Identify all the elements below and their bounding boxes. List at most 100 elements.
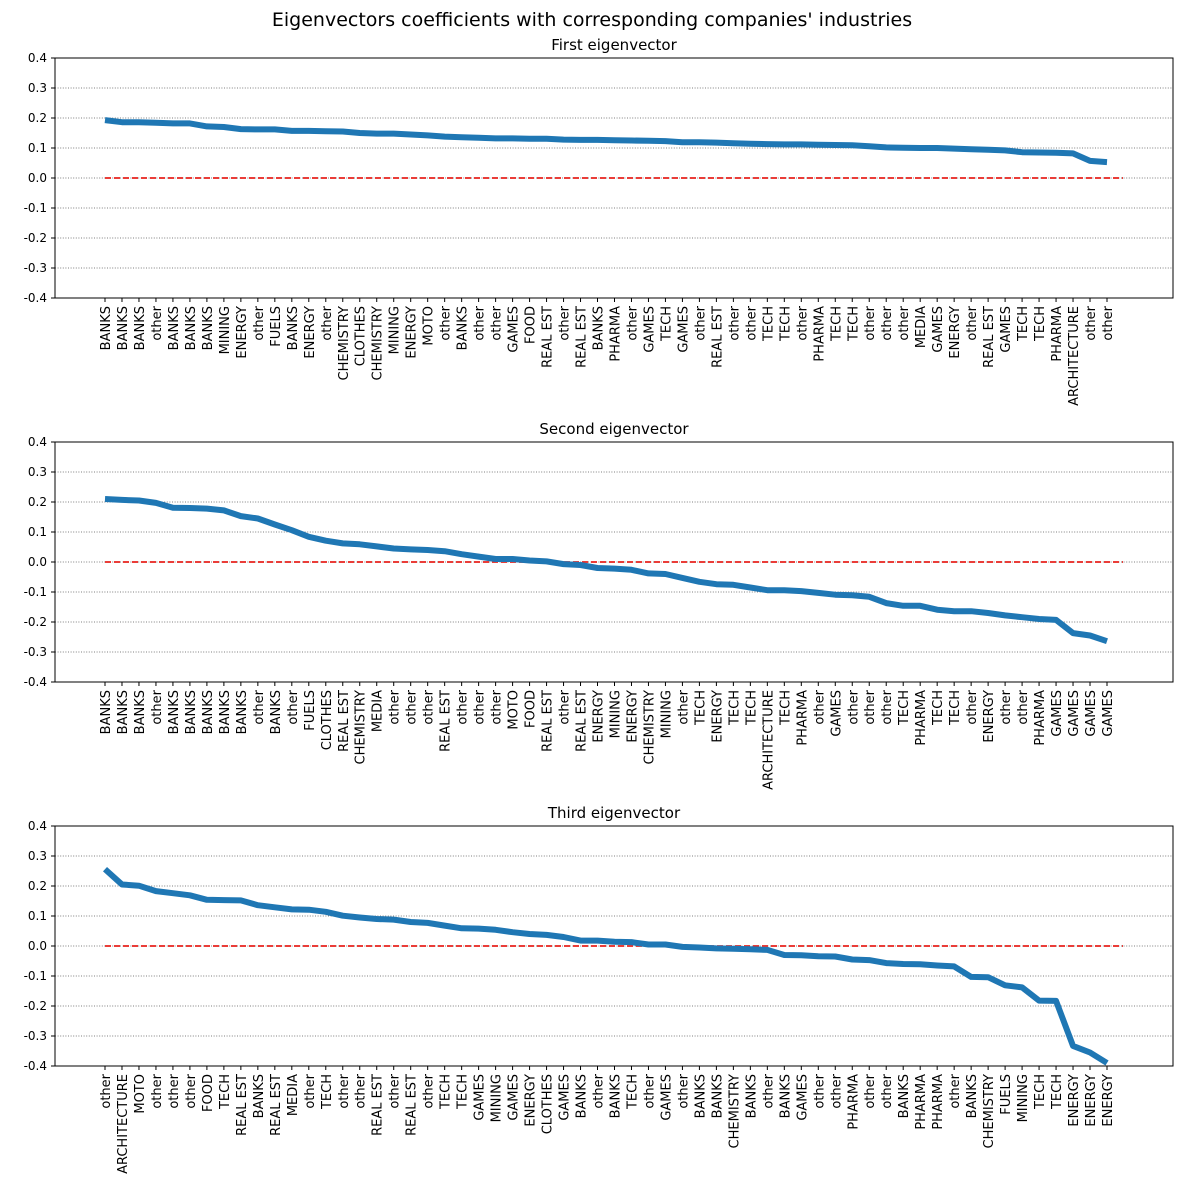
x-tick-label: BANKS <box>286 306 301 350</box>
x-tick-label: other <box>456 689 471 724</box>
y-tick-label: 0.3 <box>28 849 47 863</box>
x-tick-label: GAMES <box>642 306 657 353</box>
x-tick-label: MINING <box>659 690 674 738</box>
x-tick-label: other <box>880 305 895 340</box>
x-tick-label: PHARMA <box>931 1074 946 1130</box>
y-tick-label: 0.1 <box>28 909 47 923</box>
x-tick-label: BANKS <box>99 690 114 734</box>
x-tick-label: CHEMISTRY <box>642 690 657 765</box>
x-tick-label: REAL EST <box>541 690 556 752</box>
x-tick-label: other <box>303 1073 318 1108</box>
x-tick-label: BANKS <box>608 1074 623 1118</box>
x-tick-label: GAMES <box>507 306 522 353</box>
x-tick-label: PHARMA <box>914 1074 929 1130</box>
y-tick-label: 0.0 <box>28 555 47 569</box>
y-tick-label: 0.2 <box>28 495 47 509</box>
x-tick-label: PHARMA <box>846 1074 861 1130</box>
x-tick-label: other <box>405 689 420 724</box>
x-tick-label: REAL EST <box>337 690 352 752</box>
x-tick-label: other <box>150 305 165 340</box>
x-tick-label: BANKS <box>116 690 131 734</box>
x-tick-label: TECH <box>439 1074 454 1110</box>
x-tick-label: other <box>744 305 759 340</box>
x-tick-label: TECH <box>727 690 742 726</box>
x-tick-label: MINING <box>388 306 403 354</box>
x-tick-label: other <box>846 689 861 724</box>
x-tick-label: BANKS <box>133 690 148 734</box>
x-tick-label: BANKS <box>693 1074 708 1118</box>
x-tick-label: BANKS <box>575 1074 590 1118</box>
x-tick-label: other <box>490 689 505 724</box>
x-tick-label: TECH <box>931 690 946 726</box>
y-tick-label: 0.1 <box>28 525 47 539</box>
x-tick-label: other <box>286 689 301 724</box>
x-tick-label: TECH <box>1033 1074 1048 1110</box>
x-tick-label: ENERGY <box>405 306 420 359</box>
x-tick-label: CHEMISTRY <box>371 306 386 381</box>
eigenvector-series-line <box>104 496 1108 645</box>
y-tick-label: 0.0 <box>28 939 47 953</box>
x-tick-label: other <box>558 689 573 724</box>
x-tick-label: BANKS <box>269 690 284 734</box>
x-tick-label: other <box>812 689 827 724</box>
x-tick-label: TECH <box>761 306 776 342</box>
x-tick-label: CHEMISTRY <box>354 690 369 765</box>
x-tick-label: BANKS <box>99 306 114 350</box>
x-tick-label: MINING <box>1016 1074 1031 1122</box>
x-tick-label: BANKS <box>592 306 607 350</box>
x-tick-label: GAMES <box>676 306 691 353</box>
x-tick-label: CHEMISTRY <box>727 1074 742 1149</box>
x-tick-label: REAL EST <box>541 306 556 368</box>
x-tick-label: MOTO <box>422 306 437 346</box>
x-tick-label: other <box>880 1073 895 1108</box>
x-tick-label: TECH <box>456 1074 471 1110</box>
y-tick-label: 0.3 <box>28 465 47 479</box>
x-tick-label: other <box>473 689 488 724</box>
x-tick-label: BANKS <box>201 690 216 734</box>
x-tick-label: other <box>676 689 691 724</box>
x-tick-label: BANKS <box>965 1074 980 1118</box>
x-tick-label: other <box>1084 305 1099 340</box>
x-tick-label: PHARMA <box>812 306 827 362</box>
x-tick-label: FUELS <box>303 690 318 731</box>
x-tick-label: REAL EST <box>575 690 590 752</box>
x-tick-label: BANKS <box>778 1074 793 1118</box>
x-tick-label: other <box>490 305 505 340</box>
eigenvector-series-line <box>104 117 1108 166</box>
x-tick-label: BANKS <box>744 1074 759 1118</box>
x-tick-label: BANKS <box>218 690 233 734</box>
x-tick-label: REAL EST <box>405 1074 420 1136</box>
x-tick-label: MOTO <box>133 1074 148 1114</box>
x-tick-label: ARCHITECTURE <box>1067 306 1082 406</box>
y-tick-label: 0.3 <box>28 81 47 95</box>
y-tick-label: 0.4 <box>28 51 47 65</box>
x-tick-label: other <box>388 1073 403 1108</box>
x-tick-label: ENERGY <box>1101 1074 1116 1127</box>
x-tick-label: REAL EST <box>710 306 725 368</box>
y-tick-label: 0.2 <box>28 111 47 125</box>
x-tick-label: PHARMA <box>1033 690 1048 746</box>
x-tick-label: GAMES <box>931 306 946 353</box>
x-tick-label: other <box>388 689 403 724</box>
x-tick-label: other <box>829 1073 844 1108</box>
y-tick-label: -0.2 <box>24 999 47 1013</box>
x-tick-label: MINING <box>490 1074 505 1122</box>
x-tick-label: ARCHITECTURE <box>761 690 776 790</box>
third-eigenvector-title: Third eigenvector <box>547 804 681 822</box>
x-tick-label: REAL EST <box>269 1074 284 1136</box>
x-tick-label: other <box>625 305 640 340</box>
y-tick-label: -0.4 <box>24 291 47 305</box>
x-tick-label: GAMES <box>473 1074 488 1121</box>
x-tick-label: REAL EST <box>982 306 997 368</box>
x-tick-label: GAMES <box>659 1074 674 1121</box>
x-tick-label: other <box>965 305 980 340</box>
x-tick-label: other <box>863 689 878 724</box>
x-tick-label: other <box>999 689 1014 724</box>
x-tick-label: MEDIA <box>371 690 386 732</box>
x-tick-label: BANKS <box>201 306 216 350</box>
x-tick-label: other <box>693 305 708 340</box>
x-tick-label: ENERGY <box>235 306 250 359</box>
x-tick-label: CHEMISTRY <box>337 306 352 381</box>
y-tick-label: -0.3 <box>24 1029 47 1043</box>
